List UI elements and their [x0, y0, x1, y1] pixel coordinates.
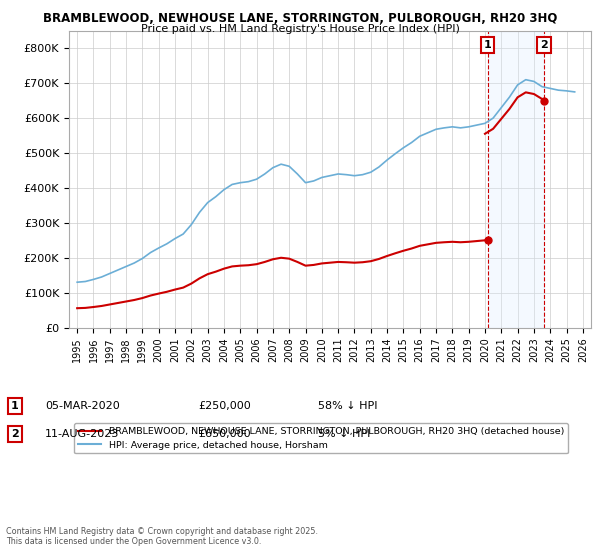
Text: 5% ↓ HPI: 5% ↓ HPI: [318, 429, 370, 439]
Text: 05-MAR-2020: 05-MAR-2020: [45, 401, 120, 411]
Text: 2: 2: [11, 429, 19, 439]
Text: Price paid vs. HM Land Registry's House Price Index (HPI): Price paid vs. HM Land Registry's House …: [140, 24, 460, 34]
Bar: [488, 31, 544, 328]
Text: 58% ↓ HPI: 58% ↓ HPI: [318, 401, 377, 411]
Text: £250,000: £250,000: [198, 401, 251, 411]
Legend: BRAMBLEWOOD, NEWHOUSE LANE, STORRINGTON, PULBOROUGH, RH20 3HQ (detached house), : BRAMBLEWOOD, NEWHOUSE LANE, STORRINGTON,…: [74, 423, 568, 454]
Text: 1: 1: [484, 40, 491, 50]
Text: BRAMBLEWOOD, NEWHOUSE LANE, STORRINGTON, PULBOROUGH, RH20 3HQ: BRAMBLEWOOD, NEWHOUSE LANE, STORRINGTON,…: [43, 12, 557, 25]
Text: 11-AUG-2023: 11-AUG-2023: [45, 429, 119, 439]
Text: Contains HM Land Registry data © Crown copyright and database right 2025.
This d: Contains HM Land Registry data © Crown c…: [6, 526, 318, 546]
Text: 1: 1: [11, 401, 19, 411]
Text: 2: 2: [540, 40, 548, 50]
Text: £650,000: £650,000: [198, 429, 251, 439]
